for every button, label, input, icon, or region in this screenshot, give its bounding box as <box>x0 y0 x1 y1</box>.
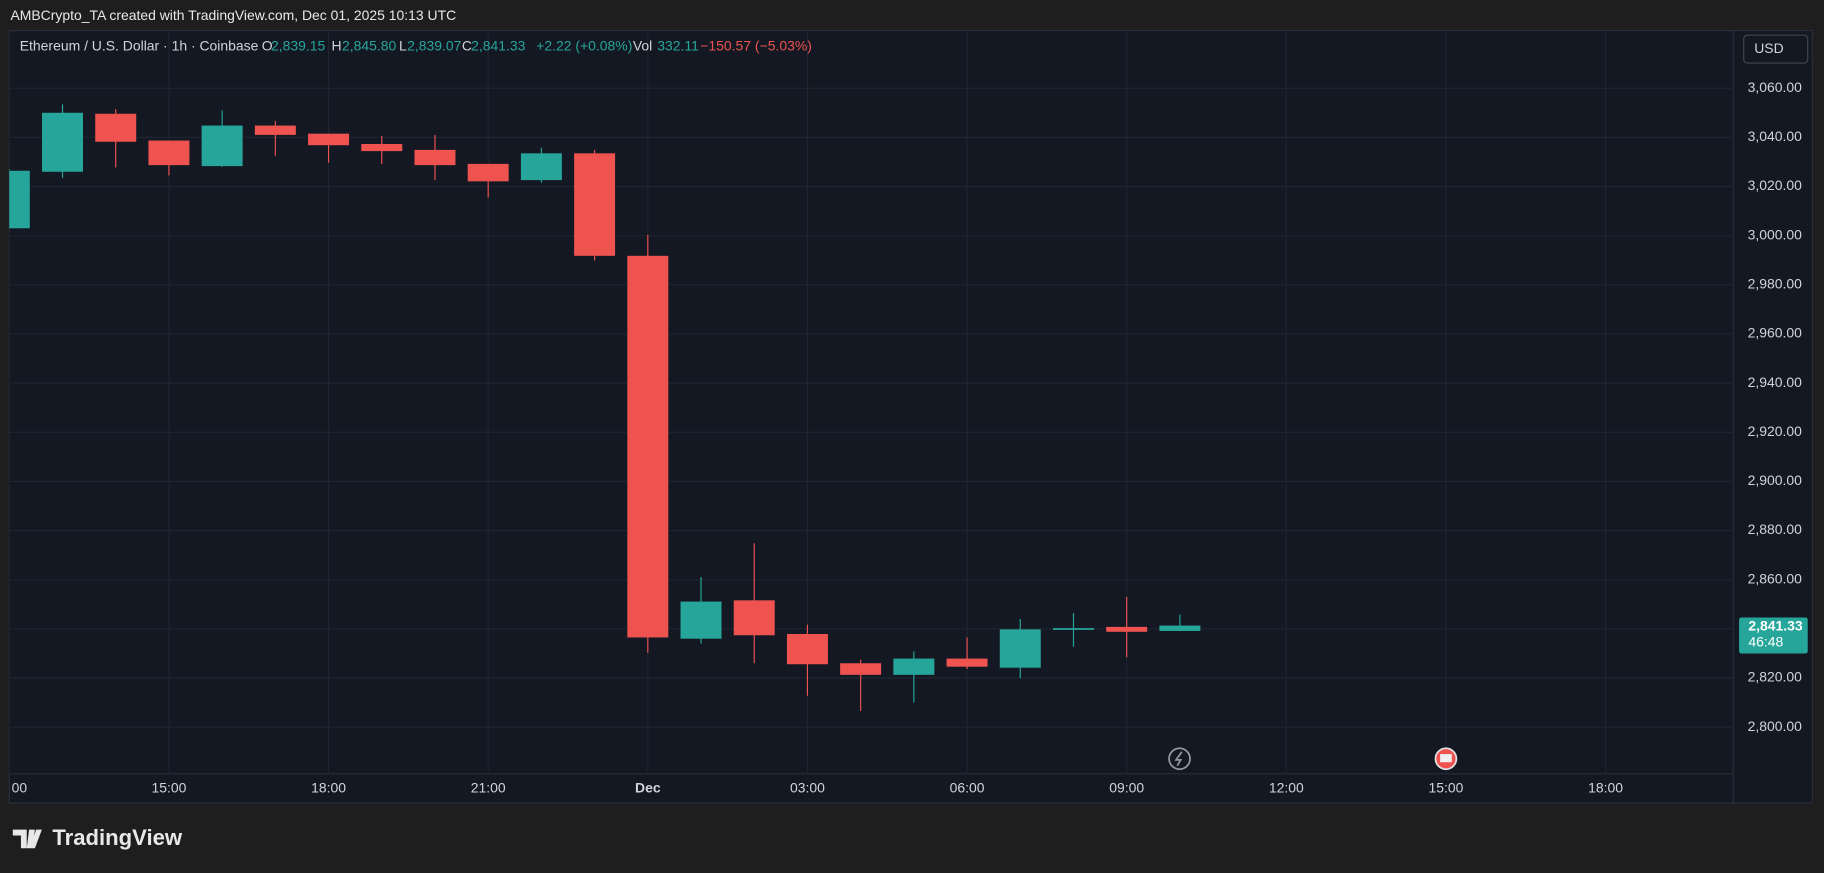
candle-body <box>574 153 616 256</box>
candle-body <box>201 125 243 167</box>
candle-body <box>9 170 30 229</box>
y-tick-label: 2,940.00 <box>1748 374 1803 390</box>
ohlc-value: 2,839.07 <box>407 37 462 53</box>
candle-body <box>467 163 509 182</box>
candle-body <box>680 601 722 639</box>
event-icon[interactable] <box>1168 747 1191 771</box>
countdown-label: 46:48 <box>1748 634 1783 650</box>
y-tick-label: 2,980.00 <box>1748 275 1803 291</box>
last-price-tag <box>1739 617 1808 654</box>
ohlc-value: 2,845.80 <box>342 37 397 53</box>
grid <box>8 31 1734 774</box>
candle-body <box>520 153 562 181</box>
ohlc-key: H <box>332 37 342 53</box>
x-tick-label: 15:00 <box>1428 780 1463 796</box>
candle-body <box>1159 625 1201 631</box>
y-tick-label: 2,900.00 <box>1748 472 1803 488</box>
ohlc-value: 2,839.15 <box>271 37 326 53</box>
brand-logo <box>12 829 42 849</box>
y-tick-label: 2,800.00 <box>1748 718 1803 734</box>
ohlc-value: 2,841.33 <box>471 37 526 53</box>
x-tick-label: 03:00 <box>790 780 825 796</box>
change: +2.22 (+0.08%) <box>536 37 632 53</box>
candle-body <box>414 149 456 166</box>
candle-body <box>946 658 988 667</box>
x-tick-label: 12:00 <box>1269 780 1304 796</box>
currency-button-box[interactable] <box>1743 34 1809 64</box>
candles <box>9 104 1201 711</box>
candle-body <box>1106 626 1148 632</box>
attribution: AMBCrypto_TA created with TradingView.co… <box>10 7 456 23</box>
x-tick-label: 18:00 <box>1588 780 1623 796</box>
candle-body <box>627 255 669 638</box>
x-tick-label: 18:00 <box>311 780 346 796</box>
x-tick-label: Dec <box>635 780 661 796</box>
axes: 2,800.002,820.002,840.002,860.002,880.00… <box>12 79 1808 796</box>
x-tick-label: 00 <box>12 780 28 796</box>
brand-name: TradingView <box>52 825 183 850</box>
last-price-label: 2,841.33 <box>1748 617 1803 633</box>
candle-body <box>308 133 350 146</box>
x-tick-label: 06:00 <box>950 780 985 796</box>
symbol: Ethereum / U.S. Dollar · 1h · Coinbase <box>20 37 259 53</box>
ohlc-key: O <box>262 37 273 53</box>
candle-body <box>95 113 137 142</box>
y-tick-label: 3,020.00 <box>1748 177 1803 193</box>
vol-change: −150.57 (−5.03%) <box>700 37 812 53</box>
event-icon-bolt <box>1174 751 1183 767</box>
currency-button[interactable]: USD <box>1743 34 1809 64</box>
brand: TradingView <box>12 825 183 850</box>
candle-body <box>42 112 84 172</box>
currency-button-label[interactable]: USD <box>1754 40 1783 56</box>
y-tick-label: 2,880.00 <box>1748 521 1803 537</box>
candle-body <box>1052 628 1094 630</box>
x-tick-label: 09:00 <box>1109 780 1144 796</box>
candle-body <box>254 125 296 135</box>
candle-body <box>840 663 882 675</box>
y-tick-label: 2,960.00 <box>1748 325 1803 341</box>
ohlc-key: C <box>462 37 472 53</box>
vol-value: 332.11 <box>657 37 699 53</box>
candle-body <box>148 140 190 166</box>
x-tick-label: 15:00 <box>151 780 186 796</box>
ohlc-key: L <box>399 37 407 53</box>
y-tick-label: 2,860.00 <box>1748 570 1803 586</box>
x-tick-label: 21:00 <box>471 780 506 796</box>
legend: Ethereum / U.S. Dollar · 1h · Coinbase O… <box>20 37 812 53</box>
y-tick-label: 3,000.00 <box>1748 226 1803 242</box>
candle-body <box>893 658 935 675</box>
candle-body <box>361 143 403 152</box>
chart-panel <box>8 29 1813 804</box>
y-tick-label: 2,920.00 <box>1748 423 1803 439</box>
event-icon-flag <box>1440 754 1452 763</box>
y-tick-label: 3,040.00 <box>1748 128 1803 144</box>
y-tick-label: 3,060.00 <box>1748 79 1803 95</box>
candle-body <box>999 629 1041 668</box>
vol-key: Vol <box>633 37 652 53</box>
candle-body <box>786 634 828 665</box>
y-tick-label: 2,820.00 <box>1748 669 1803 685</box>
candle-body <box>733 600 775 636</box>
event-icons <box>1168 747 1458 771</box>
